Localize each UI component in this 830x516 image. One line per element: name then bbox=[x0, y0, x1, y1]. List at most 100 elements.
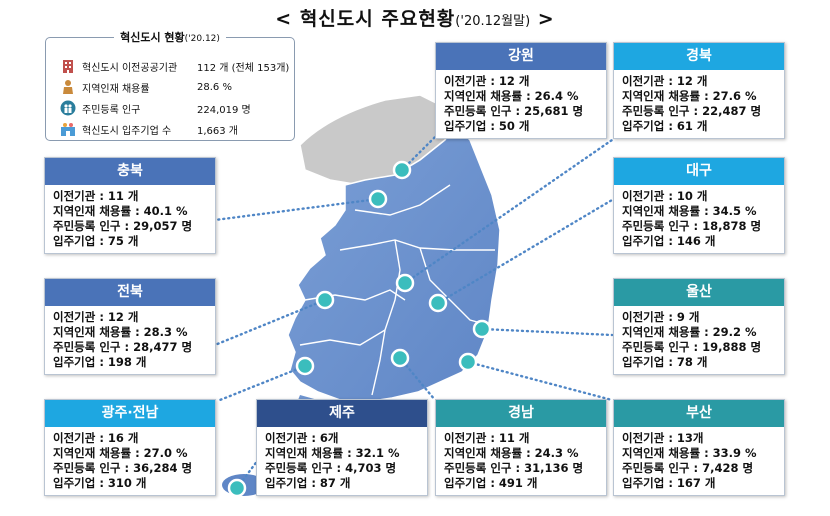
region-line: 주민등록 인구 : 4,703 명 bbox=[265, 461, 397, 475]
region-line: 이전기관 : 9 개 bbox=[622, 310, 700, 324]
region-name: 대구 bbox=[614, 158, 784, 185]
marker-gwangju bbox=[295, 356, 315, 376]
title-main: < 혁신도시 주요현황 bbox=[275, 8, 456, 30]
region-line: 이전기관 : 12 개 bbox=[444, 74, 530, 88]
region-line: 입주기업 : 61 개 bbox=[622, 119, 708, 133]
region-name: 전북 bbox=[45, 279, 215, 306]
region-line: 이전기관 : 13개 bbox=[622, 431, 704, 445]
region-name: 충북 bbox=[45, 158, 215, 185]
region-line: 주민등록 인구 : 7,428 명 bbox=[622, 461, 754, 475]
connector-chungbuk bbox=[213, 197, 380, 222]
region-line: 지역인재 채용률 : 26.4 % bbox=[444, 89, 579, 103]
marker-gyeongnam bbox=[390, 348, 410, 368]
marker-daegu bbox=[428, 293, 448, 313]
family-icon bbox=[60, 100, 76, 116]
region-line: 입주기업 : 50 개 bbox=[444, 119, 530, 133]
region-card-gwangju-jeonnam: 광주·전남 이전기관 : 16 개 지역인재 채용률 : 27.0 % 주민등록… bbox=[44, 399, 216, 496]
region-name: 부산 bbox=[614, 400, 784, 427]
region-line: 이전기관 : 11 개 bbox=[53, 189, 139, 203]
summary-date: ('20.12) bbox=[184, 34, 220, 44]
region-line: 지역인재 채용률 : 34.5 % bbox=[622, 204, 757, 218]
region-card-chungbuk: 충북 이전기관 : 11 개 지역인재 채용률 : 40.1 % 주민등록 인구… bbox=[44, 157, 216, 254]
connector-jeonbuk bbox=[213, 298, 327, 347]
title-date: ('20.12월말) bbox=[455, 14, 531, 29]
region-name: 강원 bbox=[436, 43, 606, 70]
region-line: 이전기관 : 11 개 bbox=[444, 431, 530, 445]
summary-panel: 혁신도시 현황('20.12) 혁신도시 이전공공기관 112 개 (전체 15… bbox=[45, 31, 295, 141]
region-name: 경북 bbox=[614, 43, 784, 70]
region-line: 입주기업 : 198 개 bbox=[53, 355, 147, 369]
marker-busan bbox=[458, 352, 478, 372]
summary-row-institutions: 혁신도시 이전공공기관 112 개 (전체 153개) bbox=[60, 56, 290, 76]
region-line: 주민등록 인구 : 36,284 명 bbox=[53, 461, 193, 475]
connector-busan bbox=[466, 360, 614, 402]
region-name: 광주·전남 bbox=[45, 400, 215, 427]
region-line: 지역인재 채용률 : 32.1 % bbox=[265, 446, 400, 460]
region-card-gyeongbuk: 경북 이전기관 : 12 개 지역인재 채용률 : 27.6 % 주민등록 인구… bbox=[613, 42, 785, 139]
marker-gangwon bbox=[392, 160, 412, 180]
region-line: 입주기업 : 78 개 bbox=[622, 355, 708, 369]
region-line: 주민등록 인구 : 28,477 명 bbox=[53, 340, 193, 354]
marker-jeonbuk bbox=[315, 290, 335, 310]
summary-label: 주민등록 인구 bbox=[82, 104, 141, 116]
region-line: 이전기관 : 12 개 bbox=[53, 310, 139, 324]
marker-gyeongbuk bbox=[395, 273, 415, 293]
summary-row-hiring: 지역인재 채용률 28.6 % bbox=[60, 77, 290, 97]
region-line: 지역인재 채용률 : 27.6 % bbox=[622, 89, 757, 103]
region-line: 입주기업 : 310 개 bbox=[53, 476, 147, 490]
connector-ulsan bbox=[480, 327, 614, 337]
region-card-jeonbuk: 전북 이전기관 : 12 개 지역인재 채용률 : 28.3 % 주민등록 인구… bbox=[44, 278, 216, 375]
summary-value: 112 개 (전체 153개) bbox=[197, 62, 290, 74]
region-line: 주민등록 인구 : 22,487 명 bbox=[622, 104, 762, 118]
summary-value: 224,019 명 bbox=[197, 104, 251, 116]
summary-label: 지역인재 채용률 bbox=[82, 83, 150, 95]
summary-value: 1,663 개 bbox=[197, 125, 239, 137]
region-card-jeju: 제주 이전기관 : 6개 지역인재 채용률 : 32.1 % 주민등록 인구 :… bbox=[256, 399, 428, 496]
connector-gangwon bbox=[400, 135, 437, 172]
summary-row-population: 주민등록 인구 224,019 명 bbox=[60, 98, 290, 118]
region-name: 제주 bbox=[257, 400, 427, 427]
region-line: 지역인재 채용률 : 29.2 % bbox=[622, 325, 757, 339]
region-name: 울산 bbox=[614, 279, 784, 306]
region-line: 입주기업 : 491 개 bbox=[444, 476, 538, 490]
marker-jeju bbox=[227, 478, 247, 498]
region-card-gangwon: 강원 이전기관 : 12 개 지역인재 채용률 : 26.4 % 주민등록 인구… bbox=[435, 42, 607, 139]
region-line: 입주기업 : 167 개 bbox=[622, 476, 716, 490]
region-border-1 bbox=[354, 184, 451, 216]
region-line: 지역인재 채용률 : 33.9 % bbox=[622, 446, 757, 460]
summary-value: 28.6 % bbox=[197, 81, 232, 93]
region-line: 주민등록 인구 : 25,681 명 bbox=[444, 104, 584, 118]
region-line: 지역인재 채용률 : 27.0 % bbox=[53, 446, 188, 460]
region-line: 입주기업 : 87 개 bbox=[265, 476, 351, 490]
summary-label: 혁신도시 이전공공기관 bbox=[82, 62, 178, 74]
connector-gyeongbuk bbox=[403, 138, 614, 285]
region-line: 이전기관 : 16 개 bbox=[53, 431, 139, 445]
summary-label: 혁신도시 입주기업 수 bbox=[82, 125, 172, 137]
person-icon bbox=[63, 80, 73, 94]
summary-row-companies: 혁신도시 입주기업 수 1,663 개 bbox=[60, 119, 290, 139]
region-line: 입주기업 : 146 개 bbox=[622, 234, 716, 248]
region-line: 주민등록 인구 : 19,888 명 bbox=[622, 340, 762, 354]
region-name: 경남 bbox=[436, 400, 606, 427]
region-line: 입주기업 : 75 개 bbox=[53, 234, 139, 248]
region-line: 이전기관 : 10 개 bbox=[622, 189, 708, 203]
building-icon bbox=[63, 60, 73, 73]
region-line: 주민등록 인구 : 29,057 명 bbox=[53, 219, 193, 233]
region-line: 주민등록 인구 : 18,878 명 bbox=[622, 219, 762, 233]
connector-daegu bbox=[436, 198, 614, 305]
region-border-6 bbox=[299, 329, 386, 346]
region-border-2 bbox=[339, 239, 495, 251]
title-close: > bbox=[530, 8, 555, 30]
region-line: 지역인재 채용률 : 40.1 % bbox=[53, 204, 188, 218]
page-title: < 혁신도시 주요현황('20.12월말) > bbox=[0, 4, 830, 31]
summary-header: 혁신도시 현황 bbox=[120, 31, 185, 44]
region-line: 이전기관 : 6개 bbox=[265, 431, 339, 445]
marker-chungbuk bbox=[368, 189, 388, 209]
company-icon bbox=[61, 123, 75, 136]
region-line: 주민등록 인구 : 31,136 명 bbox=[444, 461, 584, 475]
region-card-gyeongnam: 경남 이전기관 : 11 개 지역인재 채용률 : 24.3 % 주민등록 인구… bbox=[435, 399, 607, 496]
region-line: 이전기관 : 12 개 bbox=[622, 74, 708, 88]
marker-ulsan bbox=[472, 319, 492, 339]
region-line: 지역인재 채용률 : 28.3 % bbox=[53, 325, 188, 339]
